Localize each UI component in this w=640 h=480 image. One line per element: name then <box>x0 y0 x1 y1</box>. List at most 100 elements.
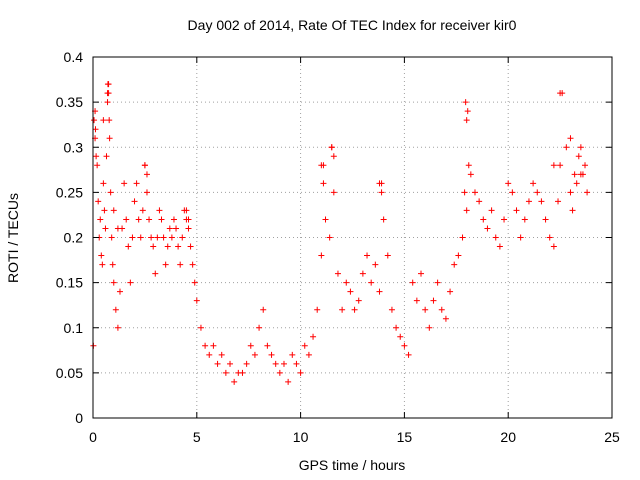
data-point <box>355 297 362 304</box>
y-tick-label: 0.35 <box>56 94 83 110</box>
data-point <box>488 207 495 214</box>
x-tick-label: 25 <box>604 429 620 445</box>
data-point <box>542 216 549 223</box>
data-point <box>106 135 113 142</box>
data-point <box>289 351 296 358</box>
data-point <box>505 180 512 187</box>
data-point <box>99 261 106 268</box>
y-tick-label: 0.2 <box>64 230 84 246</box>
data-point <box>191 279 198 286</box>
data-point <box>129 234 136 241</box>
data-point <box>322 216 329 223</box>
data-point <box>451 261 458 268</box>
data-point <box>430 297 437 304</box>
data-point <box>464 108 471 115</box>
data-point <box>530 180 537 187</box>
data-point <box>393 324 400 331</box>
data-point <box>413 297 420 304</box>
data-point <box>154 234 161 241</box>
data-point <box>93 153 100 160</box>
data-point <box>158 216 165 223</box>
data-point <box>351 306 358 313</box>
data-point <box>584 189 591 196</box>
data-point <box>105 81 112 88</box>
data-point <box>380 216 387 223</box>
y-tick-label: 0.05 <box>56 365 83 381</box>
data-point <box>314 306 321 313</box>
data-points <box>90 81 591 385</box>
data-point <box>372 261 379 268</box>
data-point <box>150 243 157 250</box>
data-point <box>110 207 117 214</box>
data-point <box>133 180 140 187</box>
data-point <box>320 180 327 187</box>
x-tick-label: 20 <box>500 429 516 445</box>
axis-ticks: 0 5 10 15 20 25 0 0.05 0.1 0.15 0.2 0.25 0.3 0.35 0.4 <box>56 49 620 445</box>
data-point <box>285 378 292 385</box>
data-point <box>492 234 499 241</box>
data-point <box>422 306 429 313</box>
data-point <box>102 225 109 232</box>
data-point <box>305 351 312 358</box>
data-point <box>143 189 150 196</box>
grid <box>93 57 612 418</box>
data-point <box>434 279 441 286</box>
data-point <box>95 198 102 205</box>
y-tick-label: 0.3 <box>64 139 84 155</box>
data-point <box>222 369 229 376</box>
data-point <box>442 315 449 322</box>
data-point <box>557 162 564 169</box>
data-point <box>98 252 105 259</box>
data-point <box>206 351 213 358</box>
data-point <box>156 207 163 214</box>
data-point <box>139 207 146 214</box>
data-point <box>293 360 300 367</box>
data-point <box>264 342 271 349</box>
data-point <box>463 117 470 124</box>
data-point <box>465 162 472 169</box>
data-point <box>175 243 182 250</box>
data-point <box>185 225 192 232</box>
data-point <box>525 198 532 205</box>
data-point <box>135 216 142 223</box>
data-point <box>101 207 108 214</box>
data-point <box>148 234 155 241</box>
data-point <box>496 243 503 250</box>
data-point <box>484 225 491 232</box>
data-point <box>555 198 562 205</box>
data-point <box>463 207 470 214</box>
data-point <box>343 279 350 286</box>
data-point <box>97 216 104 223</box>
data-point <box>106 117 113 124</box>
data-point <box>459 234 466 241</box>
data-point <box>517 234 524 241</box>
data-point <box>94 162 101 169</box>
data-point <box>173 225 180 232</box>
data-point <box>368 279 375 286</box>
data-point <box>185 216 192 223</box>
data-point <box>326 234 333 241</box>
data-point <box>467 171 474 178</box>
data-point <box>260 306 267 313</box>
data-point <box>218 351 225 358</box>
data-point <box>509 189 516 196</box>
data-point <box>480 216 487 223</box>
y-tick-label: 0.25 <box>56 184 83 200</box>
data-point <box>330 153 337 160</box>
data-point <box>426 324 433 331</box>
x-tick-label: 0 <box>89 429 97 445</box>
data-point <box>247 342 254 349</box>
data-point <box>121 180 128 187</box>
data-point <box>108 234 115 241</box>
data-point <box>127 279 134 286</box>
data-point <box>577 171 584 178</box>
data-point <box>183 207 190 214</box>
y-tick-label: 0.1 <box>64 320 84 336</box>
data-point <box>91 117 98 124</box>
data-point <box>569 207 576 214</box>
data-point <box>131 198 138 205</box>
data-point <box>179 234 186 241</box>
data-point <box>501 216 508 223</box>
data-point <box>563 144 570 151</box>
